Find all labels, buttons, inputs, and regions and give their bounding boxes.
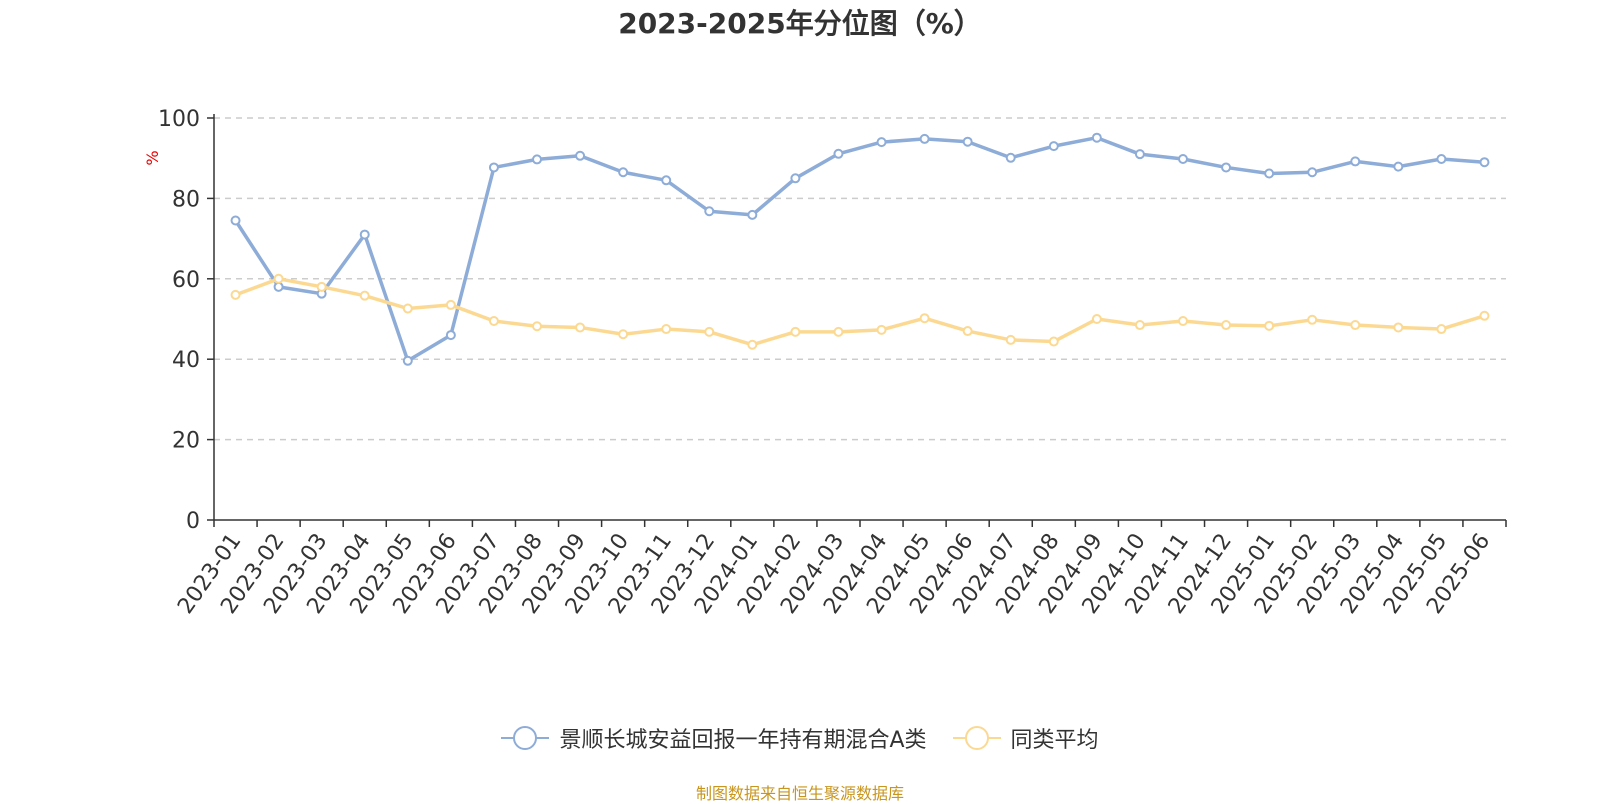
series-1-point-10 [661, 324, 672, 335]
series-1-point-28 [1436, 324, 1447, 335]
series-1-point-13 [790, 326, 801, 337]
series-line-0 [234, 135, 1485, 363]
series-0-point-16 [919, 133, 930, 144]
series-1-point-0 [230, 289, 241, 300]
series-1-point-5 [445, 299, 456, 310]
series-0-point-25 [1307, 167, 1318, 178]
series-1-point-3 [359, 290, 370, 301]
chart-title: 2023-2025年分位图（%） [618, 7, 982, 40]
series-1-point-8 [575, 322, 586, 333]
series-0-point-9 [618, 167, 629, 178]
legend-swatch-fund [501, 726, 550, 750]
series-1-point-19 [1048, 336, 1059, 347]
series-1-point-25 [1307, 314, 1318, 325]
series-1-point-15 [876, 324, 887, 335]
series-0-point-1 [273, 281, 284, 292]
legend-item-average[interactable]: 同类平均 [952, 722, 1099, 754]
series-0-point-21 [1134, 149, 1145, 160]
series-0-point-3 [359, 229, 370, 240]
series-line-1 [234, 277, 1485, 347]
y-tick-label-0: 0 [186, 509, 200, 534]
y-tick-label-5: 100 [158, 107, 200, 132]
data-source-note: 制图数据来自恒生聚源数据库 [695, 784, 904, 803]
y-tick-label-2: 40 [172, 348, 200, 373]
legend-label-fund: 景顺长城安益回报一年持有期混合A类 [559, 728, 927, 753]
series-1-point-14 [833, 326, 844, 337]
series-0-point-4 [402, 355, 413, 366]
series-1-point-23 [1221, 320, 1232, 331]
series-0-point-27 [1393, 161, 1404, 172]
series-0-point-14 [833, 148, 844, 159]
legend-label-average: 同类平均 [1010, 728, 1099, 753]
legend-item-fund[interactable]: 景顺长城安益回报一年持有期混合A类 [501, 722, 927, 754]
series-0-point-10 [661, 175, 672, 186]
y-axis-label: % [143, 150, 162, 165]
series-1-point-22 [1178, 316, 1188, 327]
series-1-point-24 [1264, 320, 1275, 331]
series-0-point-17 [962, 136, 973, 147]
series-1-point-7 [532, 321, 542, 332]
series-1-point-6 [488, 316, 499, 327]
series-0-point-0 [230, 215, 241, 226]
series-1-point-20 [1091, 314, 1102, 324]
series-1-point-27 [1393, 322, 1404, 333]
series-0-point-12 [747, 209, 758, 220]
series-1-point-21 [1134, 320, 1145, 331]
series-0-point-5 [445, 330, 456, 341]
series-0-point-7 [532, 154, 542, 165]
series-0-point-29 [1479, 157, 1490, 168]
series-0-point-28 [1436, 154, 1447, 165]
series-1-point-26 [1350, 320, 1361, 331]
series-1-point-1 [273, 273, 284, 284]
series-0-point-18 [1005, 152, 1016, 163]
series-0-point-6 [488, 162, 499, 173]
series-1-point-18 [1005, 334, 1016, 345]
chart-legend: 景顺长城安益回报一年持有期混合A类 同类平均 [0, 722, 1600, 754]
series-0-point-26 [1350, 156, 1361, 167]
series-1-point-11 [704, 326, 715, 337]
series-0-point-23 [1221, 162, 1232, 173]
y-tick-label-3: 60 [172, 268, 200, 293]
series-0-point-20 [1091, 132, 1102, 143]
series-0-point-8 [575, 150, 586, 161]
series-0-point-11 [704, 206, 715, 217]
series-1-point-12 [747, 339, 758, 350]
series-0-point-13 [790, 173, 801, 184]
series-0-point-22 [1178, 154, 1188, 165]
y-tick-label-1: 20 [172, 429, 200, 454]
series-1-point-29 [1479, 310, 1490, 321]
y-tick-label-4: 80 [172, 187, 200, 212]
series-1-point-4 [402, 303, 413, 314]
series-1-point-9 [618, 329, 629, 340]
series-1-point-17 [962, 326, 973, 337]
series-0-point-15 [876, 137, 887, 148]
series-0-point-19 [1048, 141, 1059, 152]
series-1-point-16 [919, 313, 930, 324]
series-0-point-24 [1264, 168, 1275, 179]
legend-swatch-average [952, 726, 1001, 750]
series-1-point-2 [316, 281, 327, 292]
